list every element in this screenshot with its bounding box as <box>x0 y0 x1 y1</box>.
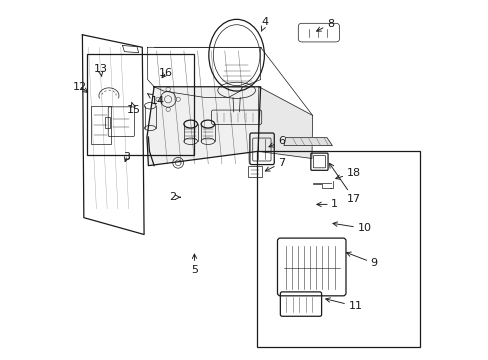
Text: 12: 12 <box>73 82 87 93</box>
Text: 3: 3 <box>123 152 130 162</box>
Text: 16: 16 <box>158 68 172 78</box>
Text: 11: 11 <box>325 298 362 311</box>
Text: 14: 14 <box>147 94 165 106</box>
Bar <box>87 54 194 155</box>
Bar <box>247 166 261 177</box>
Polygon shape <box>258 87 312 158</box>
Bar <box>257 151 419 347</box>
Text: 8: 8 <box>316 19 333 31</box>
Text: 6: 6 <box>268 136 285 147</box>
Bar <box>105 117 110 128</box>
Text: 2: 2 <box>169 192 180 202</box>
Text: 1: 1 <box>316 199 338 210</box>
Bar <box>91 107 110 144</box>
Text: 17: 17 <box>329 163 360 204</box>
Text: 5: 5 <box>191 254 198 275</box>
Text: 13: 13 <box>93 64 107 77</box>
Text: 4: 4 <box>261 17 268 31</box>
Polygon shape <box>147 47 260 98</box>
Text: 7: 7 <box>265 158 285 171</box>
Polygon shape <box>82 35 144 234</box>
Text: 15: 15 <box>127 102 141 115</box>
Polygon shape <box>284 138 332 145</box>
Text: 9: 9 <box>346 252 377 268</box>
Polygon shape <box>147 87 260 166</box>
Text: 10: 10 <box>332 222 371 233</box>
Text: 18: 18 <box>335 168 360 179</box>
